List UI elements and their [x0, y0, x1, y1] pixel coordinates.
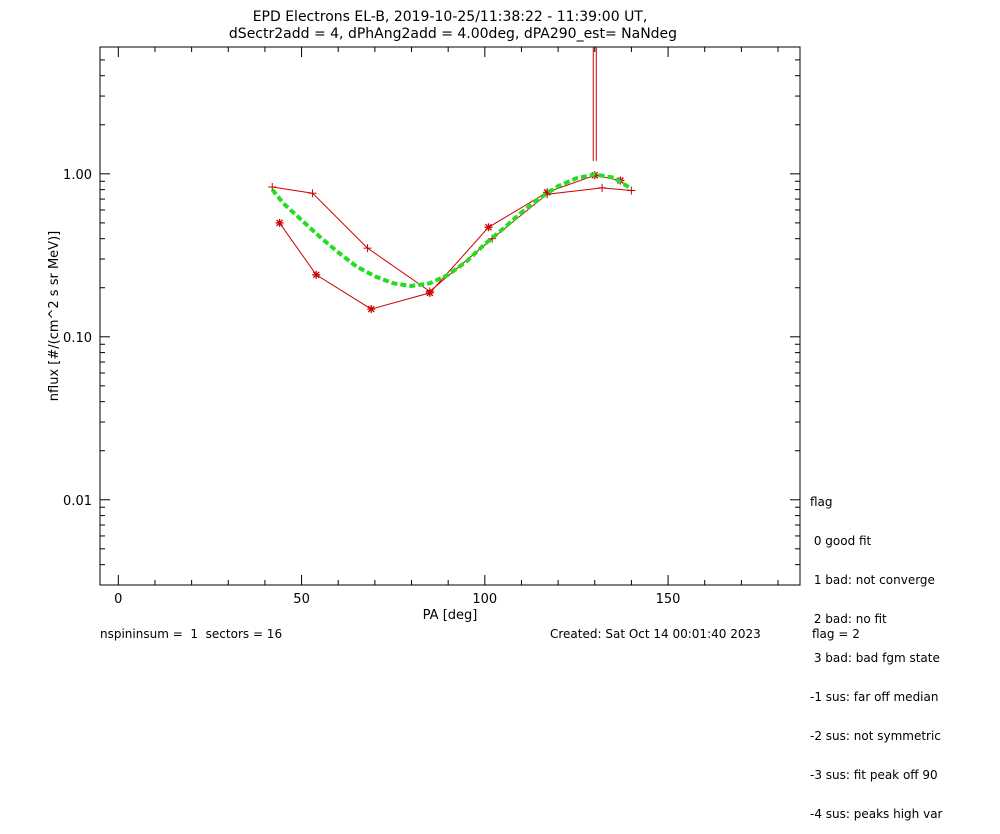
x-tick-label: 50 [293, 592, 310, 607]
series-line [272, 186, 632, 293]
plus-marker [363, 244, 372, 253]
flag-item: -3 sus: fit peak off 90 [810, 768, 938, 782]
series-line [279, 174, 621, 310]
plus-marker [627, 186, 636, 195]
asterisk-marker [484, 223, 493, 232]
asterisk-marker [367, 305, 376, 314]
footer-flag: flag = 2 [812, 627, 860, 641]
flag-item: 3 bad: bad fgm state [810, 651, 940, 665]
chart-title: EPD Electrons EL-B, 2019-10-25/11:38:22 … [253, 9, 648, 25]
plus-marker [308, 189, 317, 198]
flag-item: 2 bad: no fit [810, 612, 887, 626]
chart-subtitle: dSectr2add = 4, dPhAng2add = 4.00deg, dP… [229, 26, 677, 42]
asterisk-marker [425, 288, 434, 297]
flag-legend-title: flag [810, 495, 833, 509]
x-axis-ticks: 0 50 100 150 [114, 47, 779, 607]
chart-plot: EPD Electrons EL-B, 2019-10-25/11:38:22 … [47, 9, 801, 623]
x-tick-label: 150 [656, 592, 681, 607]
y-tick-label: 1.00 [63, 168, 92, 183]
asterisk-marker [275, 218, 284, 227]
x-tick-label: 100 [472, 592, 497, 607]
flag-item: 0 good fit [810, 534, 872, 548]
footer-created: Created: Sat Oct 14 00:01:40 2023 [550, 627, 761, 641]
flag-item: 1 bad: not converge [810, 573, 935, 587]
y-tick-label: 0.10 [63, 331, 92, 346]
flag-item: -1 sus: far off median [810, 690, 939, 704]
data-series [268, 47, 636, 314]
asterisk-marker [312, 270, 321, 279]
flag-item: -2 sus: not symmetric [810, 729, 941, 743]
plot-frame [99, 46, 801, 586]
y-tick-label: 0.01 [63, 494, 92, 509]
flag-item: -4 sus: peaks high var [810, 807, 943, 821]
fit-curve [270, 172, 633, 289]
y-axis-label: nflux [#/(cm^2 s sr MeV)] [47, 231, 62, 401]
y-axis-ticks: 0.01 0.10 1.00 [63, 46, 800, 586]
x-axis-label: PA [deg] [423, 608, 478, 623]
footer-spin-info: nspininsum = 1 sectors = 16 [100, 627, 283, 641]
plus-marker [598, 183, 607, 192]
flag-legend: flag 0 good fit 1 bad: not converge 2 ba… [810, 470, 942, 834]
x-tick-label: 0 [114, 592, 122, 607]
